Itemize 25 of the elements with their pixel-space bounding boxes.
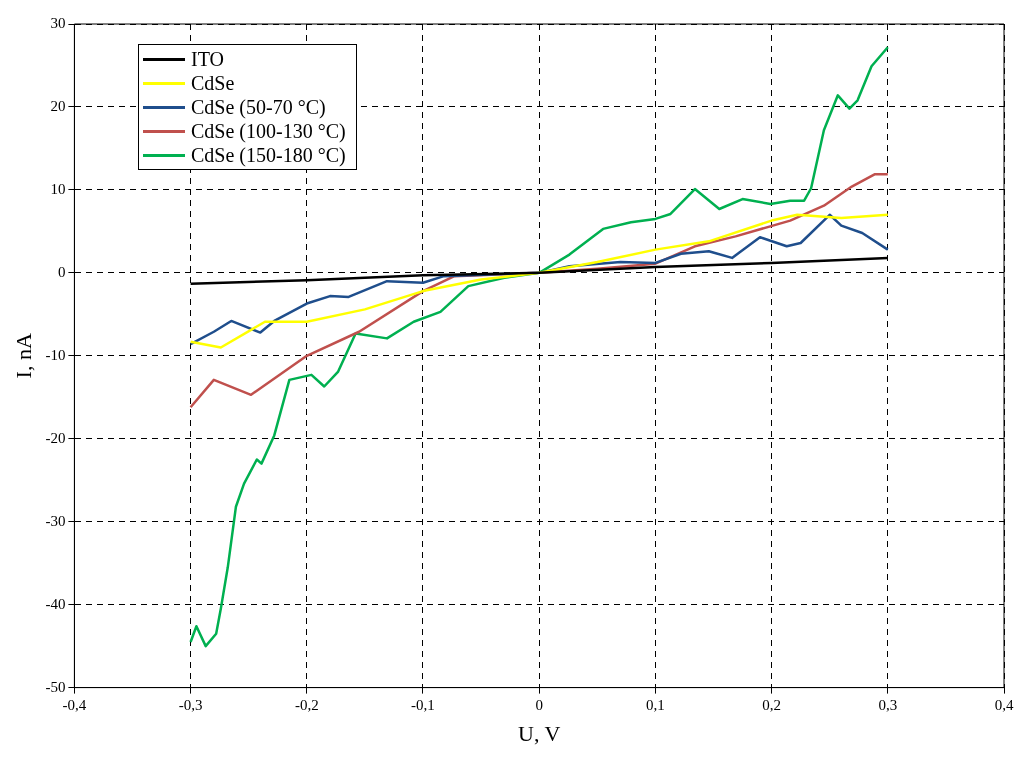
y-tick-label: -10 [45, 346, 66, 363]
y-tick-label: -50 [45, 678, 66, 695]
legend-label: ITO [191, 47, 224, 71]
x-tick-label: 0,3 [878, 696, 898, 713]
x-tick-label: 0,4 [994, 696, 1014, 713]
y-tick-label: 0 [57, 263, 66, 280]
x-tick-label: -0,2 [294, 696, 319, 713]
y-tick-label: -30 [45, 512, 66, 529]
y-axis-title: I, nA [10, 333, 36, 379]
legend-label: CdSe (50-70 °C) [191, 95, 326, 119]
legend-label: CdSe (100-130 °C) [191, 119, 346, 143]
x-tick-label: 0,2 [762, 696, 781, 713]
x-axis-title: U, V [518, 720, 561, 746]
x-tick-label: -0,1 [411, 696, 435, 713]
x-tick-label: 0,1 [646, 696, 665, 713]
x-tick-label: 0 [535, 696, 543, 713]
y-tick-label: -20 [45, 429, 66, 446]
legend-label: CdSe [191, 71, 235, 95]
y-tick-label: 20 [50, 97, 66, 114]
legend-label: CdSe (150-180 °C) [191, 143, 346, 167]
x-tick-label: -0,4 [62, 696, 87, 713]
y-tick-label: -40 [45, 595, 66, 612]
y-tick-label: 10 [50, 180, 66, 197]
x-tick-label: -0,3 [178, 696, 203, 713]
y-tick-label: 30 [50, 14, 66, 31]
